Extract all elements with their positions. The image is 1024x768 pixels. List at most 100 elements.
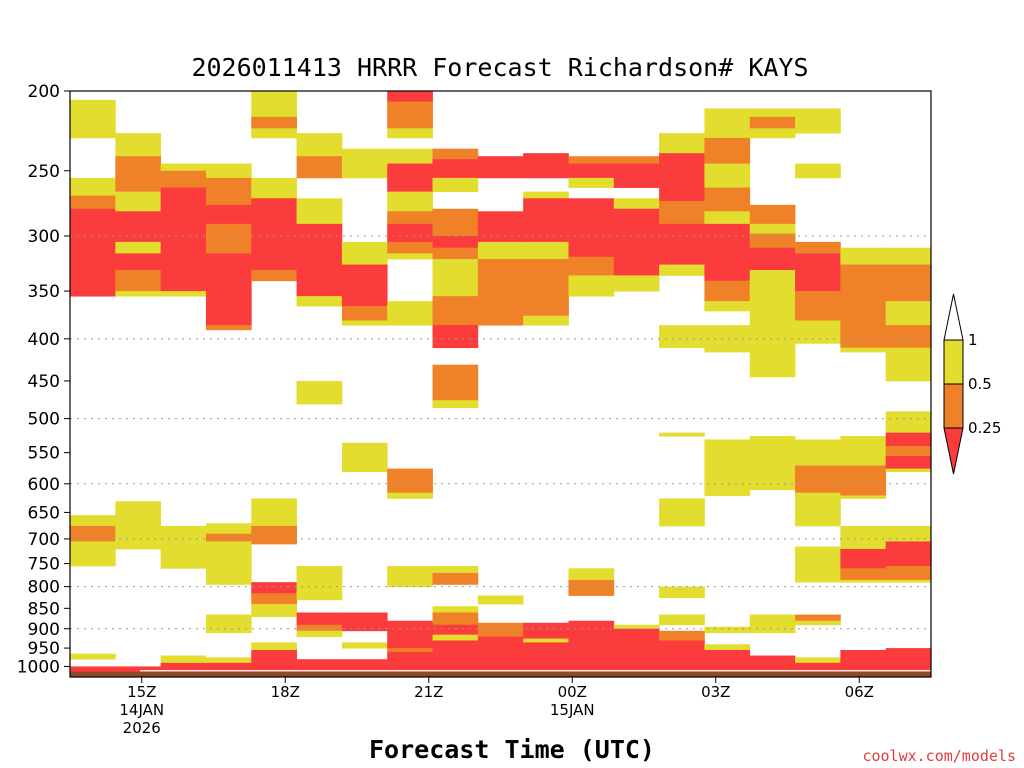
ri-cell <box>659 614 705 626</box>
ri-cell <box>251 582 297 594</box>
ri-cell <box>795 465 841 494</box>
ri-cell <box>251 91 297 118</box>
ri-cell <box>115 191 162 212</box>
ri-cell <box>568 620 615 639</box>
ri-cell <box>568 156 615 164</box>
ri-cell <box>160 170 207 188</box>
x-tick-label: 06Z <box>845 683 874 701</box>
ri-cell <box>205 533 252 542</box>
ri-cell <box>387 492 433 499</box>
ri-cell <box>70 666 116 673</box>
ri-cell <box>795 163 841 179</box>
y-tick-label: 650 <box>28 503 60 523</box>
ri-cell <box>70 177 116 197</box>
ri-cell <box>704 626 751 634</box>
ri-cell <box>387 468 433 494</box>
ri-cell <box>205 204 252 225</box>
ri-cell <box>432 364 479 401</box>
ri-cell <box>296 133 343 157</box>
ri-cell <box>432 572 479 585</box>
ri-cell <box>749 233 796 249</box>
ri-cell <box>387 101 433 129</box>
ri-cell <box>840 436 887 466</box>
ri-cell <box>523 191 569 199</box>
y-tick-label: 500 <box>28 410 60 430</box>
ri-cell <box>387 620 433 649</box>
y-tick-label: 900 <box>28 620 60 640</box>
ri-cell <box>568 163 615 179</box>
ri-cell <box>659 432 705 437</box>
ri-cell <box>387 211 433 225</box>
ri-cell <box>341 320 388 326</box>
ri-cell <box>296 565 343 601</box>
ri-cell <box>70 99 116 139</box>
y-tick-label: 1000 <box>17 657 60 677</box>
ri-cell <box>704 108 751 139</box>
ri-cell <box>749 108 796 118</box>
ri-cell <box>432 606 479 613</box>
y-tick-label: 450 <box>28 372 60 392</box>
ri-cell <box>432 400 479 409</box>
ri-cell <box>205 614 252 634</box>
ri-cell <box>613 198 660 210</box>
ri-cell <box>659 133 705 154</box>
ri-cell <box>613 208 660 276</box>
ri-cell <box>568 579 615 596</box>
ri-cell <box>432 259 479 292</box>
chart-title: 2026011413 HRRR Forecast Richardson# KAY… <box>191 53 808 82</box>
ri-cell <box>115 133 162 157</box>
ri-cell <box>885 648 932 673</box>
ri-cell <box>70 195 116 210</box>
x-axis-label: Forecast Time (UTC) <box>369 735 655 764</box>
ri-cell <box>477 622 524 638</box>
ri-cell <box>704 223 751 282</box>
ri-cell <box>704 280 751 302</box>
colorbar-low-band <box>943 383 964 429</box>
ri-cell <box>568 198 615 258</box>
ri-cell <box>341 612 388 632</box>
ri-cell <box>341 148 388 179</box>
ri-cell <box>296 624 343 632</box>
ri-cell <box>205 662 252 673</box>
ri-cell <box>115 501 162 550</box>
ri-cell <box>523 198 569 243</box>
ri-cell <box>885 432 932 447</box>
ri-cell <box>341 642 388 649</box>
ri-cell <box>115 241 162 254</box>
y-tick-label: 850 <box>28 599 60 619</box>
ri-cell <box>251 116 297 129</box>
plot-frame <box>69 90 932 678</box>
ri-cell <box>296 380 343 405</box>
ri-cell <box>840 264 887 349</box>
ri-cell <box>387 301 433 326</box>
ri-cell <box>70 515 116 527</box>
ri-cell <box>659 264 705 276</box>
ri-cells <box>70 91 932 673</box>
ri-cell <box>885 247 932 265</box>
ri-cell <box>296 296 343 307</box>
ri-cell <box>296 612 343 626</box>
ri-cell <box>659 630 705 641</box>
ri-cell <box>613 628 660 673</box>
ri-cell <box>387 648 433 653</box>
ri-cell <box>115 270 162 292</box>
ri-cell <box>885 455 932 469</box>
ri-cell <box>251 270 297 282</box>
ri-cell <box>568 638 615 673</box>
x-tick-label: 03Z <box>701 683 730 701</box>
ri-cell <box>840 649 887 673</box>
ri-cell <box>251 128 297 139</box>
ri-cell <box>115 666 162 673</box>
ri-cell <box>885 525 932 542</box>
ri-cell <box>387 223 433 243</box>
x-tick-label: 18Z <box>271 683 300 701</box>
x-tick-label: 15Z <box>127 683 156 701</box>
ri-cell <box>795 439 841 466</box>
ri-cell <box>659 586 705 599</box>
ri-cell <box>885 301 932 326</box>
ri-cell <box>432 624 479 636</box>
ri-cell <box>704 163 751 188</box>
ri-cell <box>251 593 297 605</box>
ri-cell <box>749 655 796 673</box>
